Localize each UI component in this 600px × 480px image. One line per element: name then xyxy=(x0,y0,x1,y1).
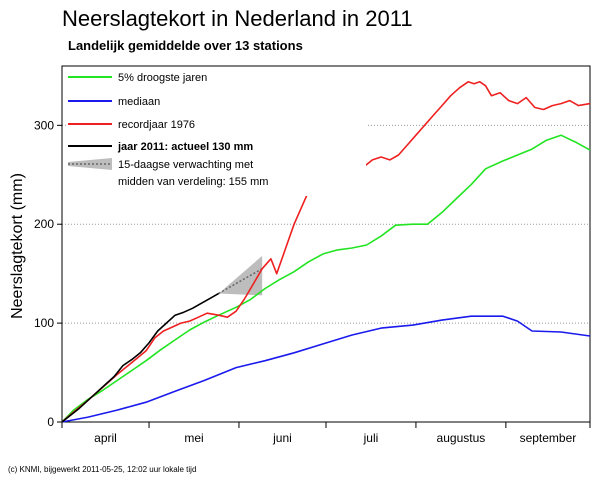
legend-label-2011: jaar 2011: actueel 130 mm xyxy=(117,141,253,153)
series-line-5pct-droogste xyxy=(61,134,591,423)
x-tick-label: september xyxy=(520,431,577,445)
forecast xyxy=(218,255,263,296)
legend: 5% droogste jaren mediaan recordjaar 197… xyxy=(66,70,366,196)
x-tick-label: juni xyxy=(272,431,292,445)
forecast-band xyxy=(218,255,263,296)
legend-label-forecast: 15-daagse verwachting met xyxy=(118,159,253,171)
legend-label-forecast-2: midden van verdeling: 155 mm xyxy=(118,176,268,188)
chart-title: Neerslagtekort in Nederland in 2011 xyxy=(62,6,413,31)
legend-background xyxy=(66,70,366,196)
x-axis: april mei juni juli augustus september xyxy=(61,422,591,445)
x-tick-label: april xyxy=(94,431,117,445)
series-line-2011 xyxy=(61,292,220,423)
footer-credit: (c) KNMI, bijgewerkt 2011-05-25, 12:02 u… xyxy=(8,465,196,474)
legend-label-mediaan: mediaan xyxy=(118,96,160,108)
y-tick-label: 0 xyxy=(47,415,54,429)
chart-subtitle: Landelijk gemiddelde over 13 stations xyxy=(68,38,303,53)
legend-label-1976: recordjaar 1976 xyxy=(118,119,195,131)
legend-label-5pct: 5% droogste jaren xyxy=(118,72,207,84)
y-axis: 0 100 200 300 xyxy=(34,118,62,429)
x-tick-label: augustus xyxy=(437,431,486,445)
x-tick-label: mei xyxy=(184,431,203,445)
x-tick-label: juli xyxy=(363,431,379,445)
series-line-mediaan xyxy=(61,315,591,423)
y-tick-label: 100 xyxy=(34,316,54,330)
y-axis-label: Neerslagtekort (mm) xyxy=(9,173,26,319)
y-tick-label: 200 xyxy=(34,217,54,231)
y-tick-label: 300 xyxy=(34,118,54,132)
forecast-median-line xyxy=(218,268,263,295)
